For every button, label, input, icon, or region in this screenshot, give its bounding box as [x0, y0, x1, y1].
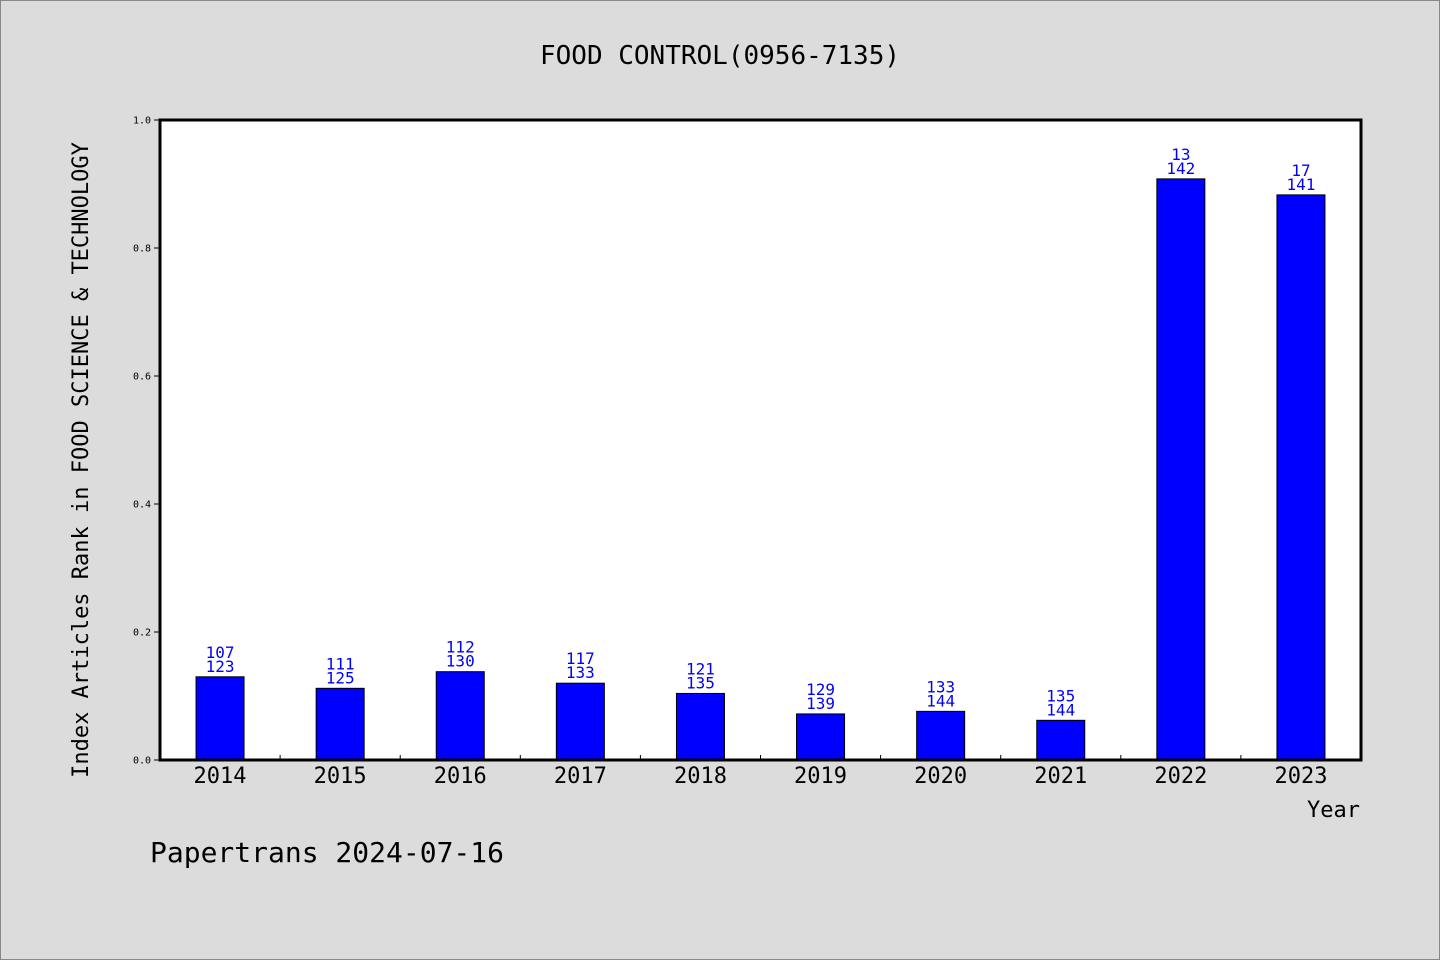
bar-total-label: 139 [806, 694, 835, 713]
bar-2019 [796, 713, 846, 761]
bar-rank-label: 133 [926, 677, 955, 696]
x-tick-label: 2021 [1034, 764, 1087, 789]
plot-border [158, 118, 1363, 762]
bar-2014 [195, 676, 245, 761]
bar-rank-label: 112 [446, 638, 475, 657]
bar-rank-label: 111 [326, 654, 355, 673]
bar-2020 [916, 710, 966, 761]
bar-total-label: 144 [926, 691, 955, 710]
bar-total-label: 123 [206, 657, 235, 676]
x-tick-label: 2023 [1274, 764, 1327, 789]
x-tick-label: 2019 [794, 764, 847, 789]
x-tick-label: 2020 [914, 764, 967, 789]
footer-watermark: Papertrans 2024-07-16 [150, 836, 504, 869]
bar-rank-label: 121 [686, 659, 715, 678]
x-tick-label: 2017 [554, 764, 607, 789]
x-axis-label: Year [1307, 798, 1360, 823]
y-tick-label: 0.8 [133, 244, 151, 255]
bar-rank-label: 107 [206, 643, 235, 662]
y-tick-label: 1.0 [133, 116, 151, 127]
x-tick-label: 2016 [434, 764, 487, 789]
bar-total-label: 133 [566, 663, 595, 682]
bar-rank-label: 129 [806, 680, 835, 699]
x-tick-label: 2015 [314, 764, 367, 789]
bar-2018 [675, 692, 725, 761]
bar-rank-label: 135 [1046, 686, 1075, 705]
y-tick-label: 0.6 [133, 372, 151, 383]
bar-total-label: 130 [446, 652, 475, 671]
y-tick-label: 0.4 [133, 500, 151, 511]
bar-rank-label: 17 [1291, 161, 1310, 180]
bar-2016 [435, 671, 485, 761]
y-tick-label: 0.2 [133, 628, 151, 639]
bar-2017 [555, 682, 605, 761]
bar-total-label: 125 [326, 668, 355, 687]
bar-rank-label: 117 [566, 649, 595, 668]
x-tick-label: 2018 [674, 764, 727, 789]
bar-2015 [315, 687, 365, 761]
bar-total-label: 144 [1046, 700, 1075, 719]
bar-total-label: 142 [1166, 159, 1195, 178]
x-tick-label: 2014 [194, 764, 247, 789]
bar-rank-label: 13 [1171, 145, 1190, 164]
bar-2023 [1276, 194, 1326, 761]
y-axis-label: Index Articles Rank in FOOD SCIENCE & TE… [69, 142, 94, 778]
y-tick-label: 0.0 [133, 756, 151, 767]
chart-title: FOOD CONTROL(0956-7135) [540, 41, 900, 71]
x-tick-label: 2022 [1154, 764, 1207, 789]
bar-total-label: 135 [686, 673, 715, 692]
bar-2022 [1156, 178, 1206, 761]
bar-total-label: 141 [1286, 175, 1315, 194]
bar-2021 [1036, 719, 1086, 761]
